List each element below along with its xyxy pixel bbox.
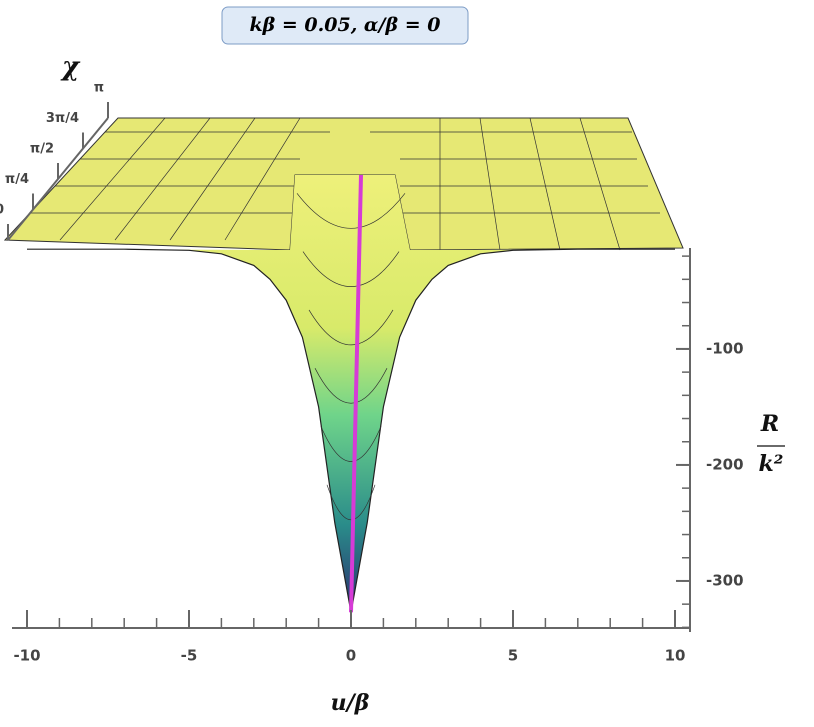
chi-label: χ <box>60 52 81 82</box>
contour <box>302 251 400 287</box>
x-tick-label: -10 <box>13 647 40 665</box>
chi-tick-label: π/4 <box>5 172 29 187</box>
title-box <box>221 6 469 45</box>
contour <box>296 193 406 229</box>
z-tick-label: -200 <box>706 455 744 473</box>
x-tick-label: 10 <box>665 647 686 665</box>
chi-tick-label: 0 <box>0 203 4 218</box>
chi-tick-label: π <box>94 81 104 96</box>
x-tick-label: 5 <box>508 647 518 665</box>
chi-tick-label: 3π/4 <box>46 111 79 126</box>
z-label-num: R <box>760 411 779 437</box>
contour <box>308 309 394 346</box>
contour <box>314 368 388 404</box>
surface-well <box>27 175 675 613</box>
u-zero-line <box>349 174 363 613</box>
contour <box>326 484 376 520</box>
z-tick-label: -300 <box>706 571 744 589</box>
chi-tick-label: π/2 <box>30 142 54 157</box>
mesh <box>30 117 660 251</box>
x-label: u/β <box>331 690 370 716</box>
z-label-den: k² <box>759 451 784 477</box>
x-tick-label: -5 <box>181 647 198 665</box>
chart-title: kβ = 0.05, α/β = 0 <box>250 14 441 36</box>
z-tick-label: -100 <box>706 339 744 357</box>
x-tick-label: 0 <box>346 647 356 665</box>
contour <box>320 426 382 462</box>
